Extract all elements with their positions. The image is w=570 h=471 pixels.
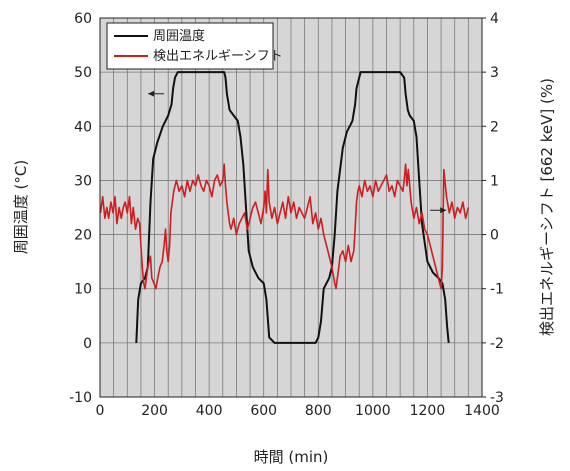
y-left-tick-label: 20 <box>74 228 92 244</box>
y-left-axis-title: 周囲温度 (°C) <box>12 160 30 254</box>
x-tick-label: 600 <box>250 403 277 419</box>
y-right-tick-label: 1 <box>490 173 499 189</box>
y-left-tick-label: -10 <box>69 390 92 406</box>
y-left-tick-label: 60 <box>74 11 92 27</box>
series-line-temperature <box>135 71 450 344</box>
legend-label-temperature: 周囲温度 <box>153 28 205 44</box>
x-tick-label: 1000 <box>355 403 391 419</box>
y-left-tick-label: 0 <box>83 336 92 352</box>
legend-box <box>106 22 274 70</box>
y-right-tick-label: 0 <box>490 228 499 244</box>
y-right-tick-label: -1 <box>490 282 504 298</box>
arrowhead <box>148 90 155 97</box>
grid <box>99 17 483 398</box>
arrowhead <box>440 207 447 214</box>
x-tick-label: 800 <box>305 403 332 419</box>
y-right-tick-label: 4 <box>490 11 499 27</box>
x-tick-label: 400 <box>196 403 223 419</box>
series-line-energy-shift <box>99 163 470 290</box>
annotations <box>148 90 447 214</box>
x-tick-label: 200 <box>141 403 168 419</box>
y-left-tick-label: 50 <box>74 65 92 81</box>
tick-labels: 0 200 400 600 800 1000 1200 1400-10010203040506… <box>69 11 504 419</box>
y-left-tick-label: 40 <box>74 119 92 135</box>
y-right-tick-label: 2 <box>490 119 499 135</box>
y-right-tick-label: 3 <box>490 65 499 81</box>
legend: 周囲温度 検出エネルギーシフト <box>106 22 283 70</box>
series-layer <box>99 71 470 344</box>
y-left-tick-label: 10 <box>74 282 92 298</box>
x-tick-label: 1400 <box>464 403 500 419</box>
y-right-axis-title: 検出エネルギーシフト [662 keV] (%) <box>538 78 556 336</box>
x-axis-title: 時間 (min) <box>254 448 329 466</box>
plot-frame <box>99 17 483 398</box>
y-left-tick-label: 30 <box>74 173 92 189</box>
y-right-tick-label: -2 <box>490 336 504 352</box>
legend-label-energy-shift: 検出エネルギーシフト <box>153 49 283 64</box>
x-tick-label: 1200 <box>410 403 446 419</box>
x-tick-label: 0 <box>96 403 105 419</box>
y-right-tick-label: -3 <box>490 390 504 406</box>
